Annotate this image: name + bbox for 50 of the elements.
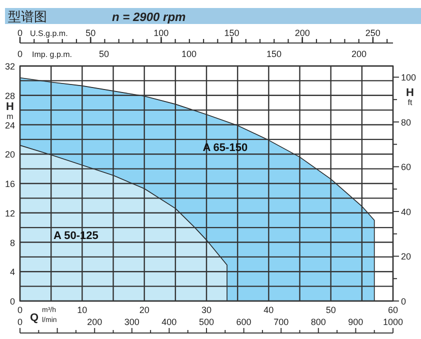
text: 800 xyxy=(310,317,326,327)
text: 900 xyxy=(348,317,364,327)
x-tick-label: 60 xyxy=(388,305,398,315)
y2-tick-label: 0 xyxy=(401,296,406,306)
x-tick-label: 0 xyxy=(17,305,23,315)
y-tick-label: 0 xyxy=(10,296,15,306)
x-tick-label: 10 xyxy=(77,305,88,315)
text: 100 xyxy=(181,49,197,59)
x-tick-label: 40 xyxy=(264,305,274,315)
y2-tick-label: 20 xyxy=(401,252,412,262)
x2-tick-label: 200 xyxy=(294,28,310,38)
text: 0 xyxy=(17,49,23,59)
x2-axis-title: U.S.g.p.m. xyxy=(30,29,68,38)
x2-tick-label: 250 xyxy=(365,28,380,38)
text: 500 xyxy=(198,317,214,327)
text: 150 xyxy=(266,49,282,59)
text: 200 xyxy=(351,49,367,59)
y-tick-label: 28 xyxy=(4,90,15,101)
text: 600 xyxy=(236,317,252,327)
x2-tick-label: 0 xyxy=(17,28,23,38)
x-tick-label: 30 xyxy=(201,305,212,315)
y-tick-label: 20 xyxy=(4,150,15,160)
chart-subtitle: n = 2900 rpm xyxy=(112,10,186,24)
x-tick-label: 50 xyxy=(326,305,336,315)
x2-tick-label: 150 xyxy=(224,28,240,38)
y-tick-label: 16 xyxy=(4,179,15,189)
text: 200 xyxy=(87,317,102,327)
text: 400 xyxy=(162,317,177,327)
x2-tick-label: 100 xyxy=(154,28,169,38)
y-tick-label: 4 xyxy=(10,267,15,278)
y-tick-label: 12 xyxy=(4,208,15,218)
x-tick-label: 20 xyxy=(139,305,150,315)
text: 1000 xyxy=(382,317,404,327)
y2-tick-label: 40 xyxy=(401,206,412,217)
text: Q xyxy=(30,312,39,324)
y-axis-title: H m xyxy=(6,101,14,121)
chart-title: 型谱图 xyxy=(8,9,47,24)
text: 700 xyxy=(274,317,289,327)
text: 300 xyxy=(124,317,140,327)
y2-axis-title: H ft xyxy=(406,87,414,107)
y2-tick-label: 80 xyxy=(401,117,412,128)
text: 50 xyxy=(98,49,110,59)
text: 0 xyxy=(17,317,23,327)
y2-tick-label: 60 xyxy=(401,162,412,172)
y-tick-label: 8 xyxy=(10,238,15,248)
y-tick-label: 32 xyxy=(4,62,15,72)
y2-tick-label: 100 xyxy=(401,72,416,83)
text: Imp. g.p.m. xyxy=(32,50,72,59)
y-tick-label: 24 xyxy=(4,120,15,130)
x2-tick-label: 50 xyxy=(86,28,96,38)
